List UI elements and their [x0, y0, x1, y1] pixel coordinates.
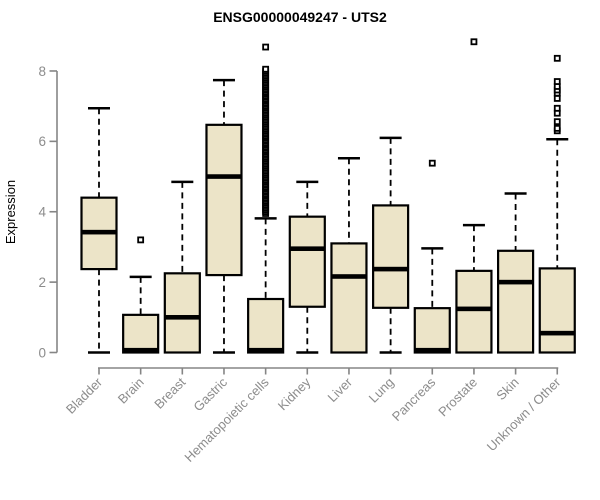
outlier-unknown-other-10: [553, 54, 561, 62]
box-hematopoietic-cells: [247, 297, 285, 354]
outlier-hematopoietic-cells-83: [262, 43, 270, 51]
outlier-unknown-other-4: [553, 104, 561, 112]
outlier-pancreas-0: [428, 159, 436, 167]
box-brain: [122, 313, 160, 354]
median-unknown-other: [539, 330, 575, 336]
x-label-bladder: Bladder: [63, 374, 106, 417]
x-label-brain: Brain: [115, 375, 147, 407]
median-liver: [331, 274, 367, 279]
x-label-pancreas: Pancreas: [389, 374, 439, 424]
median-brain: [123, 347, 159, 353]
outlier-unknown-other-9: [553, 78, 561, 85]
median-breast: [164, 315, 200, 320]
x-label-prostate: Prostate: [435, 375, 480, 420]
median-pancreas: [414, 347, 450, 353]
x-label-gastric: Gastric: [190, 374, 230, 414]
outlier-hematopoietic-cells-82: [262, 65, 270, 73]
box-prostate: [455, 269, 493, 354]
outlier-unknown-other-2: [553, 118, 561, 126]
median-kidney: [289, 246, 325, 251]
x-label-skin: Skin: [493, 375, 521, 403]
box-unknown-other: [538, 267, 576, 354]
median-bladder: [81, 229, 117, 235]
chart-title: ENSG00000049247 - UTS2: [213, 9, 387, 25]
outlier-brain-0: [137, 236, 145, 244]
median-gastric: [206, 174, 242, 179]
x-label-kidney: Kidney: [275, 374, 314, 413]
box-pancreas: [413, 307, 451, 354]
median-prostate: [456, 306, 492, 312]
outlier-prostate-0: [470, 38, 478, 46]
box-skin: [497, 249, 535, 354]
x-label-liver: Liver: [325, 374, 356, 405]
median-skin: [498, 279, 534, 285]
box-breast: [163, 272, 201, 354]
box-liver: [330, 242, 368, 354]
box-lung: [372, 204, 410, 309]
box-kidney: [288, 215, 326, 308]
outlier-unknown-other-5: [553, 95, 561, 102]
x-label-breast: Breast: [151, 374, 188, 411]
x-label-unknown-other: Unknown / Other: [484, 374, 564, 454]
box-gastric: [205, 123, 243, 277]
y-tick-label-6: 6: [38, 134, 46, 149]
outlier-unknown-other-1: [553, 124, 561, 132]
median-hematopoietic-cells: [248, 347, 284, 353]
x-label-lung: Lung: [366, 375, 397, 406]
y-tick-label-0: 0: [38, 345, 46, 360]
median-lung: [373, 266, 409, 272]
y-tick-label-2: 2: [38, 275, 46, 290]
y-tick-label-4: 4: [38, 205, 46, 220]
y-tick-label-8: 8: [38, 64, 46, 79]
y-axis-title: Expression: [3, 180, 18, 244]
